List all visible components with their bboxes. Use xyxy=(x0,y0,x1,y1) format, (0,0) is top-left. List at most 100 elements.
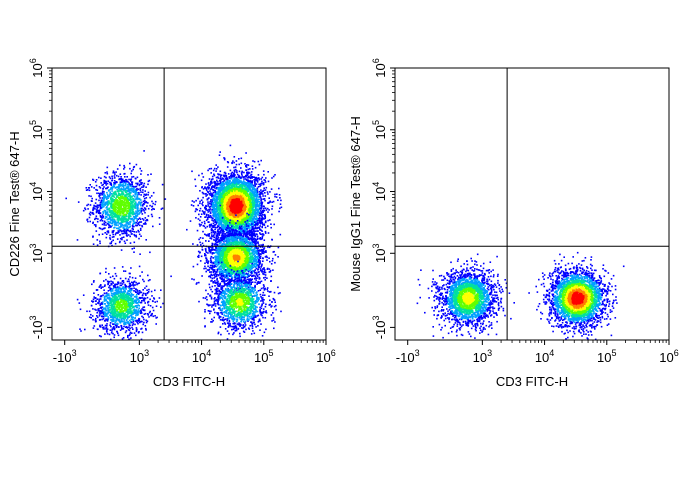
event-point xyxy=(92,301,94,303)
event-point xyxy=(88,189,91,192)
event-point xyxy=(129,291,132,293)
event-point xyxy=(111,224,113,227)
event-point xyxy=(126,321,128,324)
event-point xyxy=(138,311,141,313)
event-point xyxy=(104,172,107,174)
event-point xyxy=(255,218,257,221)
event-point xyxy=(140,194,142,196)
event-point xyxy=(233,183,235,186)
event-point xyxy=(258,208,260,210)
event-point xyxy=(96,298,98,300)
event-point xyxy=(122,337,125,339)
event-point xyxy=(147,180,150,183)
event-point xyxy=(135,297,138,299)
event-point xyxy=(103,289,105,291)
event-point xyxy=(82,209,85,212)
event-point xyxy=(113,202,115,204)
event-point xyxy=(147,279,150,282)
event-point xyxy=(124,291,127,293)
event-point xyxy=(139,229,142,231)
event-point xyxy=(92,209,94,211)
event-point xyxy=(145,239,147,241)
event-point xyxy=(138,183,141,186)
event-point xyxy=(95,317,97,320)
event-point xyxy=(119,306,122,308)
event-point xyxy=(151,215,154,218)
event-point xyxy=(111,244,113,247)
event-point xyxy=(227,161,230,164)
event-point xyxy=(101,228,104,231)
event-point xyxy=(142,316,144,319)
event-point xyxy=(108,224,110,227)
event-point xyxy=(127,338,130,341)
event-point xyxy=(131,287,133,290)
event-point xyxy=(123,317,126,319)
event-point xyxy=(133,290,135,292)
event-point xyxy=(109,298,111,301)
event-point xyxy=(97,218,99,220)
event-point xyxy=(114,302,116,305)
event-point xyxy=(128,199,131,201)
event-point xyxy=(94,181,97,183)
event-point xyxy=(215,170,217,172)
event-point xyxy=(264,217,266,220)
event-point xyxy=(197,218,200,220)
event-point xyxy=(130,302,133,305)
event-point xyxy=(118,204,121,207)
event-point xyxy=(124,220,126,223)
event-point xyxy=(111,213,113,215)
event-point xyxy=(116,211,118,214)
event-point xyxy=(116,168,119,170)
event-point xyxy=(117,220,120,223)
event-point xyxy=(131,217,134,220)
event-point xyxy=(144,292,146,295)
event-point xyxy=(109,211,111,214)
event-point xyxy=(232,204,234,206)
event-point xyxy=(135,296,137,298)
event-point xyxy=(121,238,123,241)
event-point xyxy=(111,313,113,315)
event-point xyxy=(135,309,137,311)
event-point xyxy=(136,312,138,314)
event-point xyxy=(126,205,129,207)
event-point xyxy=(137,202,140,204)
event-point xyxy=(101,202,103,205)
event-point xyxy=(247,168,250,171)
event-point xyxy=(122,293,125,295)
event-point xyxy=(129,212,132,215)
event-point xyxy=(126,207,129,209)
event-point xyxy=(109,191,111,193)
event-point xyxy=(124,283,126,286)
event-point xyxy=(102,301,104,303)
event-point xyxy=(127,223,129,226)
event-point xyxy=(143,150,145,152)
event-point xyxy=(113,219,115,222)
event-point xyxy=(116,283,119,286)
event-point xyxy=(142,309,145,312)
event-point xyxy=(108,202,110,204)
event-point xyxy=(108,195,111,198)
event-point xyxy=(120,183,122,185)
event-point xyxy=(128,299,130,301)
event-point xyxy=(113,227,115,229)
event-point xyxy=(118,203,120,205)
event-point xyxy=(107,303,110,305)
event-point xyxy=(101,197,104,199)
event-point xyxy=(225,236,227,239)
event-point xyxy=(122,298,124,300)
event-point xyxy=(131,311,134,313)
event-point xyxy=(143,321,145,324)
event-point xyxy=(128,324,130,326)
event-point xyxy=(262,210,264,213)
event-point xyxy=(125,180,127,183)
event-point xyxy=(229,169,232,172)
event-point xyxy=(117,288,119,290)
event-point xyxy=(109,237,111,239)
event-point xyxy=(138,305,140,307)
event-point xyxy=(100,302,103,304)
event-point xyxy=(149,279,151,281)
event-point xyxy=(125,302,127,304)
event-point xyxy=(212,199,215,201)
event-point xyxy=(108,176,111,178)
